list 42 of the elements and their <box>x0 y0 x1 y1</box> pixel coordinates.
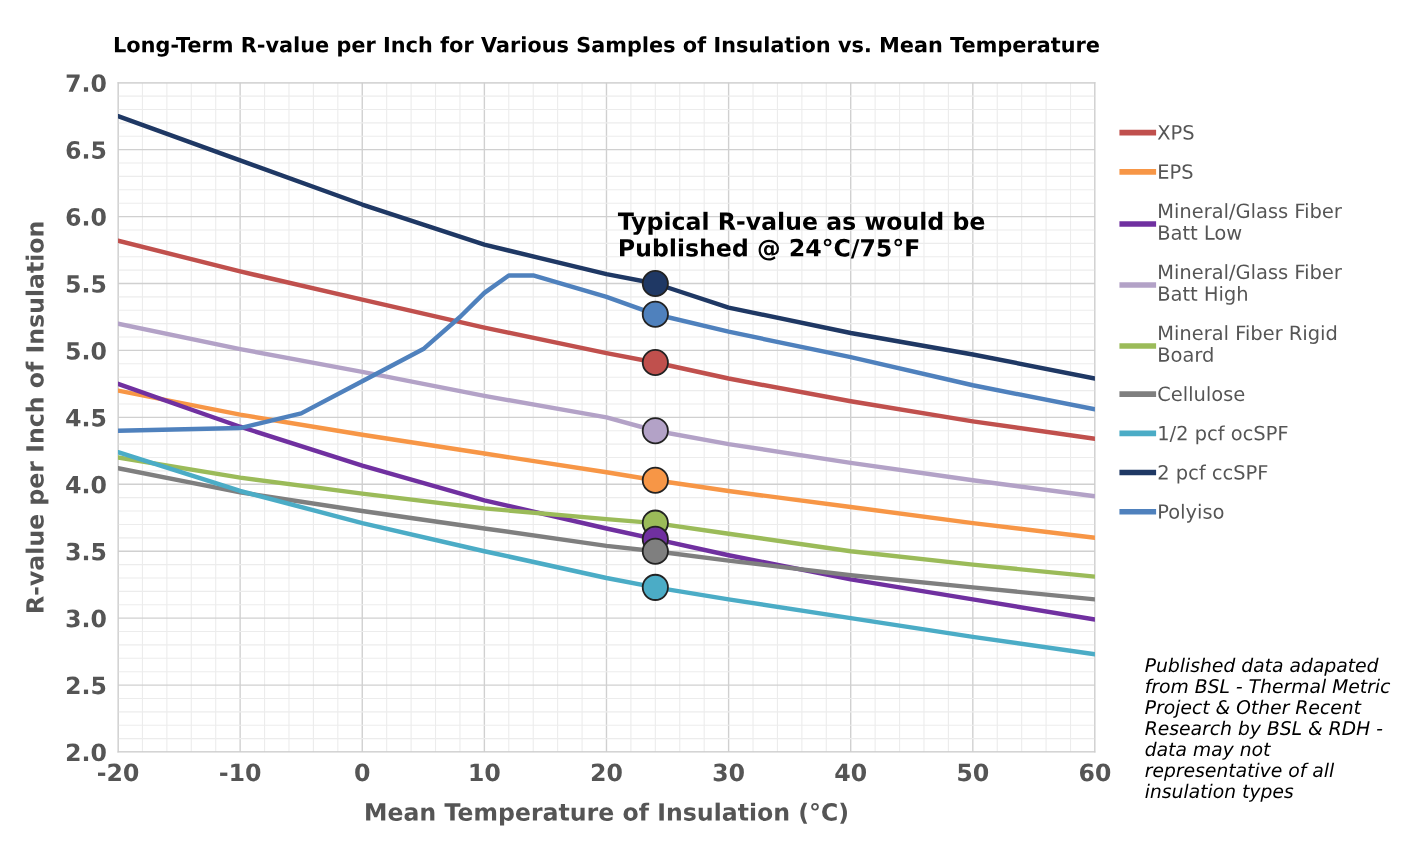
x-tick-label: 0 <box>355 763 370 782</box>
x-axis-title: Mean Temperature of Insulation (°C) <box>366 802 847 826</box>
x-tick-label: 30 <box>713 763 744 782</box>
y-tick-label: 3.5 <box>66 542 106 561</box>
x-tick-label: -10 <box>220 763 261 782</box>
x-tick-label: 20 <box>591 763 622 782</box>
y-tick-label: 6.5 <box>66 141 106 159</box>
y-tick-label: 7.0 <box>66 74 106 93</box>
y-tick-label: 5.0 <box>66 341 106 360</box>
line-series <box>118 238 1095 441</box>
line-series <box>118 388 1095 541</box>
y-tick-label: 5.5 <box>66 275 106 293</box>
line-series <box>118 449 1095 657</box>
x-tick-label: 50 <box>958 763 989 782</box>
legend-label: Polyiso <box>1159 503 1224 523</box>
legend-label: EPS <box>1159 164 1193 179</box>
x-tick-label: 40 <box>835 763 867 782</box>
legend-label: Mineral Fiber Rigid Board <box>1159 325 1337 362</box>
legend-label: XPS <box>1157 124 1194 140</box>
line-series <box>118 455 1095 579</box>
line-series <box>118 273 1095 433</box>
x-tick-label: -20 <box>97 763 139 782</box>
y-axis-title: R-value per Inch of Insulation <box>25 222 49 612</box>
line-series <box>118 113 1095 381</box>
annotation: Typical R-value as would be Published @ 24°C/75°F <box>617 211 985 261</box>
line-series <box>118 321 1095 499</box>
y-tick-label: 3.0 <box>66 609 106 628</box>
text: Published data adapated from BSL - Thermal Metric Project & Other Recent Research by BSL & RDH - data may not representative of all insulation types <box>1145 657 1391 802</box>
legend-label: Mineral/Glass Fiber Batt Low <box>1159 203 1342 240</box>
chart-title: Long-Term R-value per Inch for Various Samples of Insulation vs. Mean Temperature <box>114 36 1099 57</box>
y-tick-label: 4.0 <box>66 475 106 494</box>
y-tick-label: 2.0 <box>66 743 106 762</box>
legend-label: 1/2 pcf ocSPF <box>1159 425 1288 445</box>
y-tick-label: 4.5 <box>66 409 106 427</box>
y-tick-label: 6.0 <box>66 208 106 226</box>
legend-label: Mineral/Glass Fiber Batt High <box>1159 264 1342 305</box>
legend-label: 2 pcf ccSPF <box>1158 464 1268 484</box>
x-tick-label: 60 <box>1079 763 1111 782</box>
legend-label: Cellulose <box>1158 386 1245 402</box>
x-tick-label: 10 <box>470 763 500 782</box>
line-series <box>118 466 1095 602</box>
y-tick-label: 2.5 <box>66 676 106 695</box>
